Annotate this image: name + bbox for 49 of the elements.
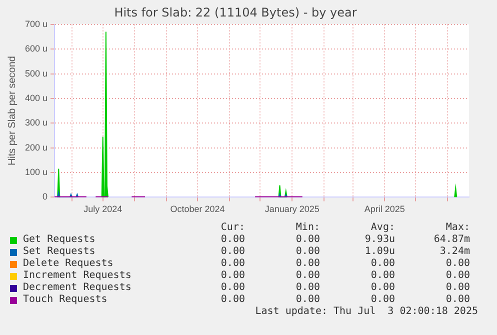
chart-title: Hits for Slab: 22 (11104 Bytes) - by year xyxy=(114,5,357,20)
legend-label: Touch Requests xyxy=(22,294,108,306)
text: 1.09u xyxy=(364,246,395,258)
text: Min: xyxy=(294,222,320,234)
legend-label: Decrement Requests xyxy=(22,282,132,294)
text: 0.00 xyxy=(370,270,395,282)
text: 9.93u xyxy=(364,234,395,246)
y-tick-label: 600 u xyxy=(24,44,48,54)
text: 0.00 xyxy=(294,270,320,282)
text: 0.00 xyxy=(220,282,245,294)
text: 0.00 xyxy=(294,282,320,294)
y-tick-label: 700 u xyxy=(24,18,48,29)
text: 0.00 xyxy=(220,246,245,258)
x-tick-label: October 2024 xyxy=(170,204,225,214)
text: 64.87m xyxy=(432,234,470,246)
legend-label: Delete Requests xyxy=(22,258,114,270)
text: 0.00 xyxy=(444,294,470,306)
text: 3.24m xyxy=(438,246,470,258)
text: 0.00 xyxy=(220,270,245,282)
text: 0.00 xyxy=(220,234,245,246)
x-tick-label: April 2025 xyxy=(364,204,405,214)
y-tick-label: 300 u xyxy=(24,118,48,128)
text: 0.00 xyxy=(220,294,245,306)
text: 0.00 xyxy=(370,282,395,294)
text: 0.00 xyxy=(294,246,320,258)
text: 0.00 xyxy=(220,258,245,270)
text: 0.00 xyxy=(294,234,320,246)
text: Max: xyxy=(444,222,470,234)
y-tick-label: 200 u xyxy=(24,142,48,152)
y-tick-label: 500 u xyxy=(24,68,48,78)
x-tick-label: July 2024 xyxy=(84,204,122,214)
text: Last update: Thu Jul 3 02:00:18 2025 xyxy=(254,306,479,318)
text: 0.00 xyxy=(444,258,470,270)
text: 0.00 xyxy=(444,270,470,282)
y-axis-title: Hits per Slab per second xyxy=(6,56,18,166)
text: 0.00 xyxy=(444,282,470,294)
legend-label: Increment Requests xyxy=(22,270,132,282)
text: Cur: xyxy=(220,222,245,234)
legend-label: Get Requests xyxy=(22,234,96,246)
text: 0.00 xyxy=(294,258,320,270)
x-tick-label: January 2025 xyxy=(264,204,320,214)
legend-label: Set Requests xyxy=(22,246,96,258)
text: 0.00 xyxy=(370,294,395,306)
y-tick-label: 400 u xyxy=(24,92,48,103)
y-tick-label: 0 xyxy=(42,192,48,202)
text: Avg: xyxy=(370,222,395,234)
y-tick-label: 100 u xyxy=(24,167,48,177)
text: 0.00 xyxy=(370,258,395,270)
text: 0.00 xyxy=(294,294,320,306)
